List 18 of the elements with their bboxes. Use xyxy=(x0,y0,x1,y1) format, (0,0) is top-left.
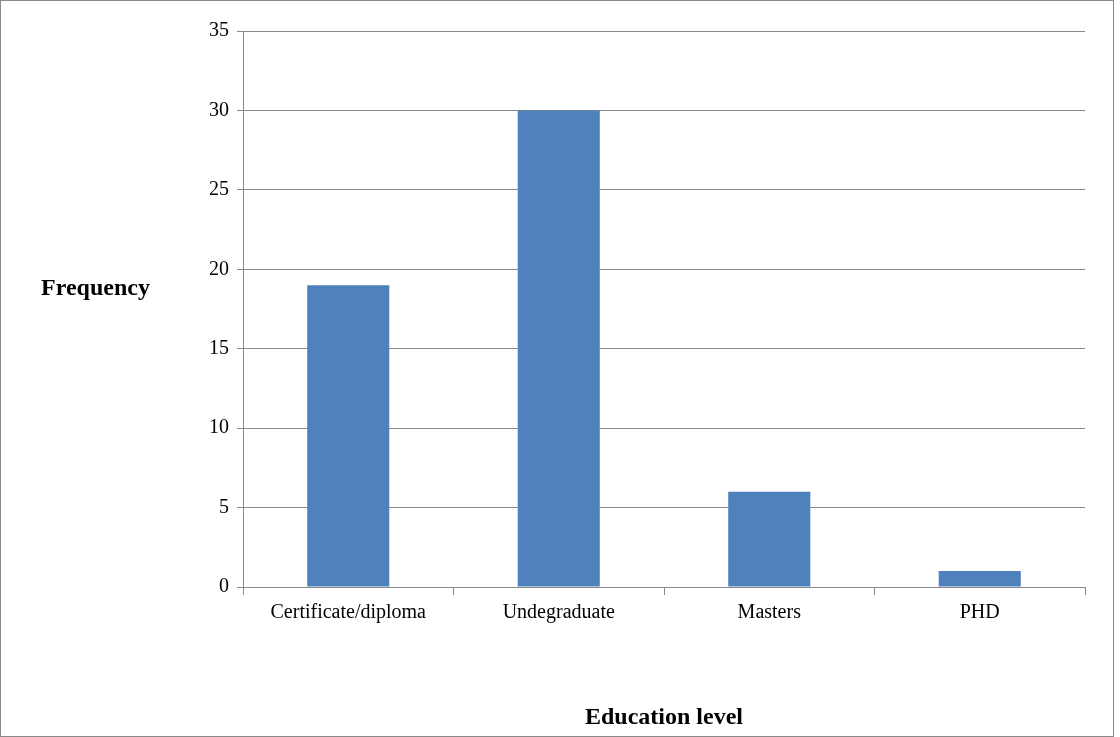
y-tick-label: 10 xyxy=(209,415,229,438)
y-tick-label: 20 xyxy=(209,256,229,279)
y-tick-label: 0 xyxy=(219,574,229,597)
y-tick-label: 5 xyxy=(219,494,229,517)
y-tick-label: 25 xyxy=(209,177,229,200)
x-axis-title: Education level xyxy=(584,702,744,729)
y-tick-label: 15 xyxy=(209,335,229,358)
bar xyxy=(728,491,811,587)
y-tick-label: 30 xyxy=(209,97,229,120)
y-tick-label: 35 xyxy=(209,18,229,41)
bar xyxy=(517,110,600,587)
x-tick-label: PHD xyxy=(959,600,1000,623)
y-axis-title: Frequency xyxy=(41,274,150,301)
bar xyxy=(307,285,390,587)
bar xyxy=(938,571,1021,587)
x-tick-label: Masters xyxy=(737,600,802,623)
x-tick-label: Undegraduate xyxy=(502,600,615,624)
x-tick-label: Certificate/diploma xyxy=(270,600,427,624)
